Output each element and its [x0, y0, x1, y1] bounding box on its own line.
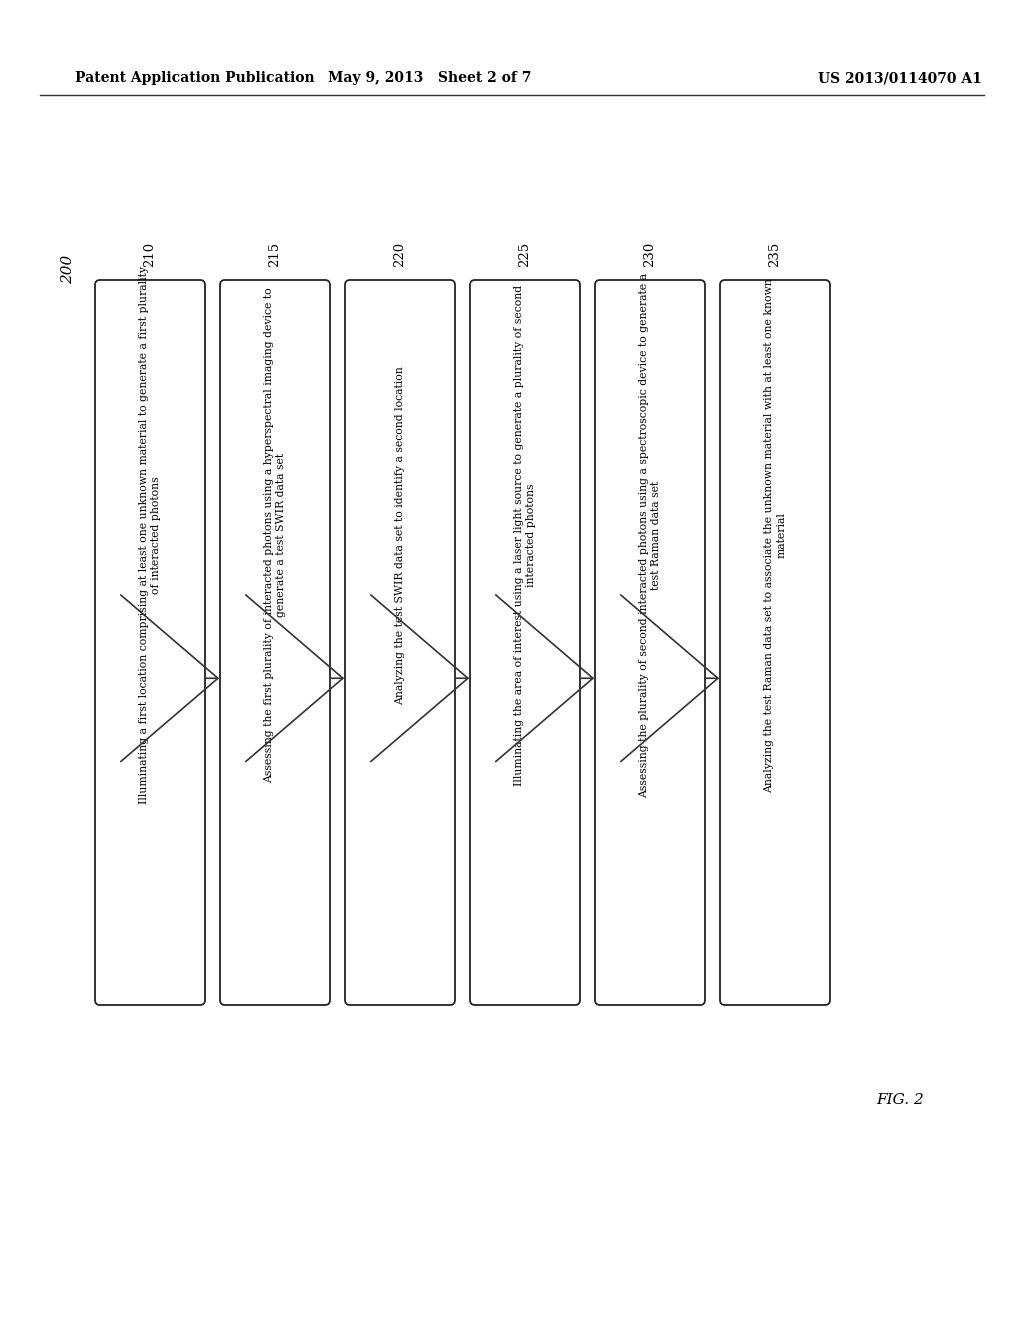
Text: FIG. 2: FIG. 2 [877, 1093, 924, 1107]
Text: 230: 230 [643, 242, 656, 267]
Text: 200: 200 [61, 255, 75, 284]
FancyBboxPatch shape [345, 280, 455, 1005]
Text: US 2013/0114070 A1: US 2013/0114070 A1 [818, 71, 982, 84]
Text: 225: 225 [518, 242, 531, 267]
Text: 220: 220 [393, 242, 407, 267]
Text: Analyzing the test SWIR data set to identify a second location: Analyzing the test SWIR data set to iden… [395, 366, 406, 705]
Text: Assessing the first plurality of interacted photons using a hyperspectral imagin: Assessing the first plurality of interac… [263, 288, 287, 783]
Text: Assessing the plurality of second interacted photons using a spectroscopic devic: Assessing the plurality of second intera… [639, 273, 662, 797]
Text: Patent Application Publication: Patent Application Publication [75, 71, 314, 84]
Text: Illuminating the area of interest using a laser light source to generate a plura: Illuminating the area of interest using … [514, 285, 537, 785]
Text: May 9, 2013   Sheet 2 of 7: May 9, 2013 Sheet 2 of 7 [329, 71, 531, 84]
Text: Analyzing the test Raman data set to associate the unknown material with at leas: Analyzing the test Raman data set to ass… [764, 279, 786, 792]
Text: 210: 210 [143, 242, 157, 267]
Text: 215: 215 [268, 242, 282, 267]
Text: 235: 235 [768, 242, 781, 267]
FancyBboxPatch shape [95, 280, 205, 1005]
FancyBboxPatch shape [720, 280, 830, 1005]
FancyBboxPatch shape [470, 280, 580, 1005]
FancyBboxPatch shape [595, 280, 705, 1005]
Text: Illuminating a first location comprising at least one unknown material to genera: Illuminating a first location comprising… [138, 267, 162, 804]
FancyBboxPatch shape [220, 280, 330, 1005]
